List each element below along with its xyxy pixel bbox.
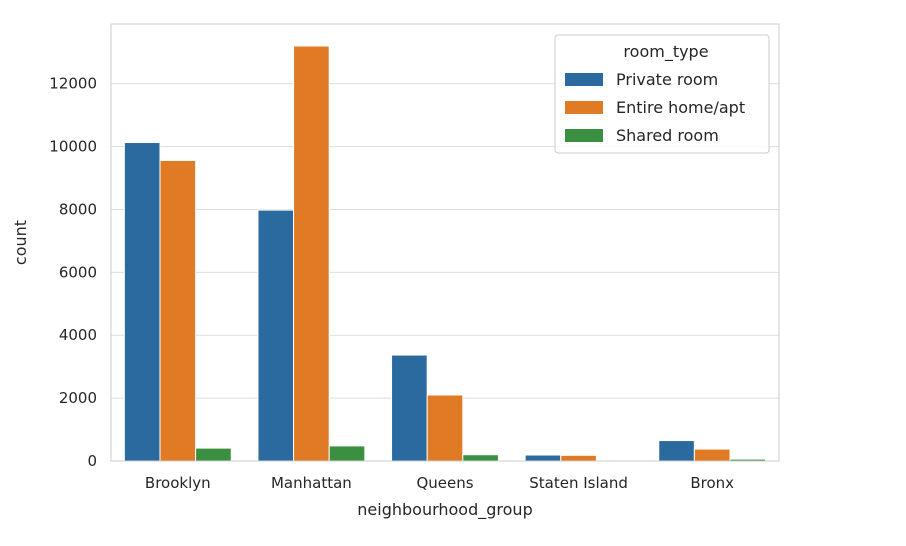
y-tick-label: 10000: [49, 138, 97, 156]
y-tick-label: 6000: [59, 263, 97, 281]
grid-layer: [111, 83, 779, 462]
bar-queens-entire-home-apt: [426, 394, 464, 462]
legend-label: Shared room: [616, 126, 719, 145]
bar-bronx-entire-home-apt: [693, 448, 731, 462]
legend-swatch: [565, 129, 603, 142]
bar-queens-private-room: [391, 354, 428, 462]
x-axis-label: neighbourhood_group: [357, 500, 532, 520]
y-tick-label: 8000: [59, 200, 97, 218]
legend-title: room_type: [623, 42, 708, 62]
bar-brooklyn-shared-room: [195, 447, 232, 462]
x-tick-label: Manhattan: [271, 474, 352, 492]
y-tick-label: 4000: [59, 326, 97, 344]
legend-label: Entire home/apt: [616, 98, 745, 117]
bar-staten-island-entire-home-apt: [560, 454, 597, 462]
x-axis: Brooklyn Manhattan Queens Staten Island Bron…: [145, 474, 734, 492]
y-axis-label: count: [11, 220, 30, 265]
x-tick-label: Bronx: [690, 474, 734, 492]
bar-brooklyn-private-room: [123, 142, 161, 462]
bar-manhattan-private-room: [257, 209, 295, 462]
y-tick-label: 12000: [49, 75, 97, 93]
legend-items: Private room Entire home/apt Shared room: [565, 70, 745, 145]
y-tick-label: 0: [87, 452, 97, 470]
plot-frame: [110, 23, 780, 462]
y-tick-label: 2000: [59, 389, 97, 407]
y-axis: 0 2000 4000 6000 8000 10000 12000: [49, 75, 97, 470]
bar-brooklyn-entire-home-apt: [159, 159, 197, 462]
x-tick-label: Queens: [416, 474, 473, 492]
legend-label: Private room: [616, 70, 718, 89]
legend-box: [554, 34, 770, 154]
bar-manhattan-entire-home-apt: [293, 45, 330, 462]
bar-manhattan-shared-room: [328, 445, 366, 462]
bar-queens-shared-room: [462, 454, 499, 462]
bar-staten-island-private-room: [524, 454, 562, 462]
x-tick-label: Staten Island: [529, 474, 628, 492]
x-tick-label: Brooklyn: [145, 474, 211, 492]
legend: room_type Private room Entire home/apt Sha…: [554, 34, 770, 154]
legend-swatch: [565, 101, 603, 114]
legend-swatch: [565, 73, 603, 86]
bar-bronx-private-room: [658, 440, 695, 462]
